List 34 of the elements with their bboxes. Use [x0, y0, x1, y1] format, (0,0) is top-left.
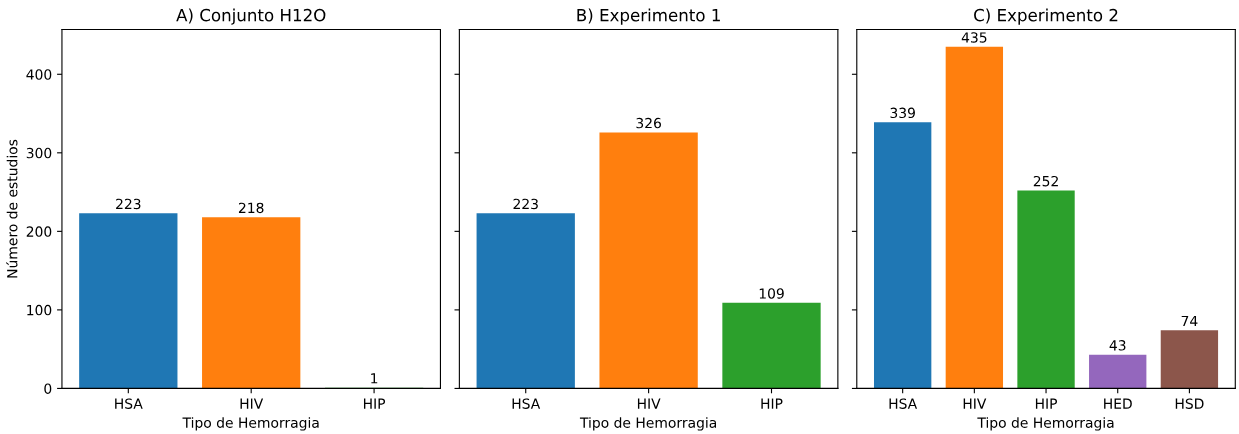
- data-label: 109: [759, 288, 784, 299]
- data-label: 223: [116, 198, 141, 210]
- x-tick-label: HIV: [637, 398, 661, 409]
- y-tick-label: 100: [27, 304, 52, 316]
- x-tick-label: HIP: [1035, 398, 1058, 409]
- chart-title: B) Experimento 1: [577, 8, 720, 25]
- x-tick-label: HIV: [240, 398, 264, 409]
- data-label: 74: [1181, 315, 1198, 327]
- x-tick-label: HSA: [512, 398, 541, 409]
- y-tick-label: 200: [26, 226, 52, 237]
- data-label: 1: [371, 373, 378, 384]
- data-label: 218: [238, 202, 264, 214]
- chart-title: A) Conjunto H12O: [176, 8, 326, 25]
- data-label: 339: [890, 107, 915, 119]
- x-tick-label: HSA: [115, 398, 143, 409]
- data-label: 43: [1109, 340, 1126, 351]
- data-label: 435: [961, 32, 987, 43]
- x-tick-label: HSD: [1175, 398, 1204, 409]
- y-tick-label: 300: [26, 147, 52, 159]
- x-axis-title: Tipo de Hemorragia: [977, 417, 1114, 431]
- x-axis-title: Tipo de Hemorragia: [579, 417, 717, 431]
- x-tick-label: HIP: [363, 398, 386, 409]
- y-axis-title: Número de estudios: [6, 139, 18, 278]
- data-label: 326: [636, 117, 661, 129]
- data-label: 223: [513, 198, 538, 210]
- y-tick-label: 0: [44, 383, 52, 394]
- x-tick-label: HIP: [761, 398, 783, 409]
- chart-title: C) Experimento 2: [974, 8, 1118, 25]
- x-axis-title: Tipo de Hemorragia: [182, 417, 319, 431]
- y-tick-label: 400: [26, 69, 52, 80]
- x-tick-label: HSA: [889, 398, 918, 409]
- x-tick-label: HIV: [963, 398, 987, 409]
- x-tick-label: HED: [1104, 398, 1132, 409]
- data-label: 252: [1033, 175, 1058, 187]
